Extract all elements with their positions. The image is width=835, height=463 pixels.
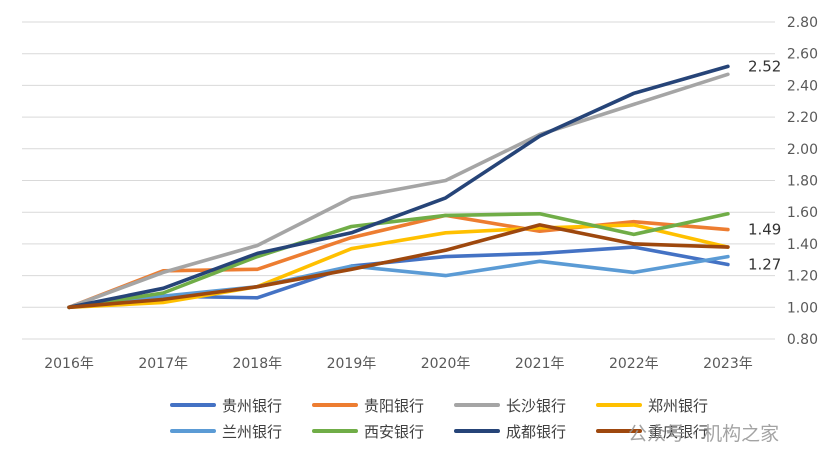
series-line-3 <box>67 223 730 310</box>
legend-item: 贵州银行 <box>170 394 282 416</box>
series-line-6 <box>67 64 730 310</box>
x-tick-label: 2018年 <box>232 356 282 372</box>
data-label: 2.52 <box>748 57 781 75</box>
legend-swatch <box>312 403 358 407</box>
y-tick-label: 2.60 <box>787 47 818 63</box>
legend-item: 长沙银行 <box>454 394 566 416</box>
x-tick-label: 2022年 <box>609 356 659 372</box>
series-line-2 <box>67 72 730 310</box>
legend-item: 贵阳银行 <box>312 394 424 416</box>
x-tick-label: 2019年 <box>327 356 377 372</box>
y-axis-ticks: 0.80 1.00 1.20 1.40 1.60 1.80 2.00 2.20 2.40 2.60… <box>787 15 818 348</box>
x-axis-ticks: 2016年 2017年 2018年 2019年 2020年 2021年 2022年 2023年 <box>44 356 753 372</box>
x-tick-label: 2017年 <box>138 356 188 372</box>
legend-label: 西安银行 <box>364 422 425 441</box>
x-tick-label: 2023年 <box>703 356 753 372</box>
data-label: 1.27 <box>748 256 781 274</box>
legend-label: 贵阳银行 <box>364 396 425 415</box>
legend-swatch <box>454 429 500 433</box>
y-tick-label: 1.60 <box>787 205 818 221</box>
y-tick-label: 1.00 <box>787 300 818 316</box>
y-tick-label: 2.20 <box>787 110 818 126</box>
legend-swatch <box>170 403 216 407</box>
x-tick-label: 2020年 <box>421 356 471 372</box>
legend-item: 西安银行 <box>312 420 424 442</box>
y-tick-label: 1.40 <box>787 237 818 253</box>
series-lines <box>67 64 730 310</box>
legend-item: 郑州银行 <box>596 394 708 416</box>
series-line-7 <box>67 223 730 310</box>
y-tick-label: 2.00 <box>787 142 818 158</box>
legend-swatch <box>596 429 642 433</box>
y-tick-label: 0.80 <box>787 332 818 348</box>
legend-item: 重庆银行 <box>596 420 708 442</box>
legend-label: 长沙银行 <box>506 396 567 415</box>
legend-item: 兰州银行 <box>170 420 282 442</box>
watermark: 公众号 · 机构之家 <box>628 423 780 445</box>
legend-item: 成都银行 <box>454 420 566 442</box>
data-labels: 2.52 1.49 1.27 <box>748 57 781 273</box>
y-tick-label: 1.80 <box>787 174 818 190</box>
x-tick-label: 2021年 <box>515 356 565 372</box>
legend-label: 兰州银行 <box>222 422 283 441</box>
legend-swatch <box>596 403 642 407</box>
y-tick-label: 1.20 <box>787 269 818 285</box>
gridlines <box>22 21 775 340</box>
legend-label: 成都银行 <box>506 422 567 441</box>
legend-swatch <box>312 429 358 433</box>
x-tick-label: 2016年 <box>44 356 94 372</box>
legend-label: 重庆银行 <box>648 422 709 441</box>
series-line-4 <box>67 254 730 310</box>
y-tick-label: 2.40 <box>787 78 818 94</box>
data-label: 1.49 <box>748 221 781 239</box>
y-tick-label: 2.80 <box>787 15 818 31</box>
legend-label: 贵州银行 <box>222 396 283 415</box>
series-line-1 <box>67 213 730 310</box>
legend-swatch <box>170 429 216 433</box>
series-line-5 <box>67 212 730 310</box>
legend-label: 郑州银行 <box>648 396 709 415</box>
legend-swatch <box>454 403 500 407</box>
